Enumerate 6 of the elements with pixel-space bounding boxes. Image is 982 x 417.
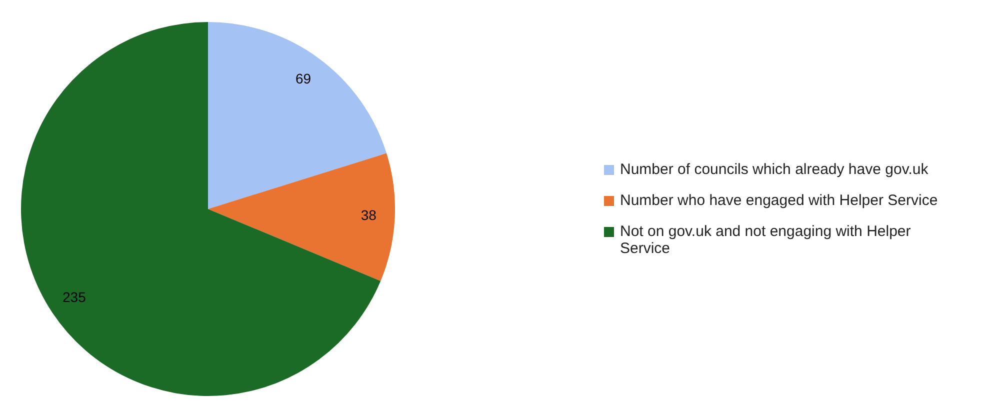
- data-label: 38: [360, 206, 377, 223]
- legend-label: Not on gov.uk and not engaging with Helper Service: [620, 222, 912, 256]
- legend-label: Number who have engaged with Helper Service: [620, 192, 938, 208]
- data-label: 235: [62, 288, 86, 305]
- legend-label: Number of councils which already have gov.uk: [620, 160, 928, 178]
- data-label: 69: [295, 70, 312, 86]
